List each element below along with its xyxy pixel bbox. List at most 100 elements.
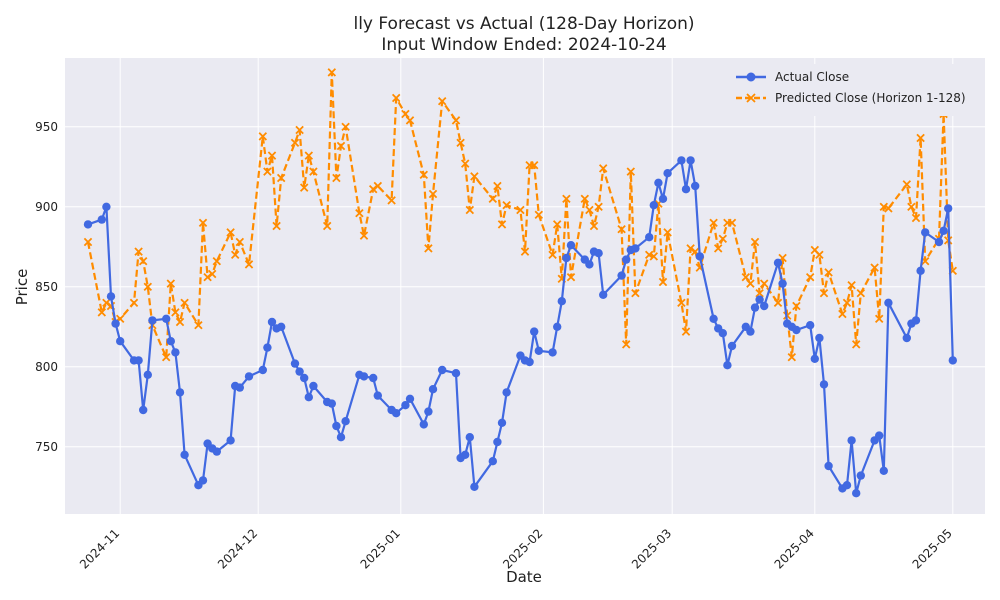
predicted-data-point — [658, 277, 668, 287]
predicted-data-point — [824, 268, 833, 277]
actual-data-point — [709, 314, 718, 323]
predicted-data-point — [194, 320, 203, 330]
predicted-data-point — [336, 141, 346, 151]
actual-data-point — [258, 365, 267, 375]
actual-data-point — [727, 341, 737, 351]
actual-data-point — [755, 295, 764, 304]
actual-data-point — [83, 220, 93, 229]
predicted-data-point — [83, 237, 93, 247]
actual-data-point — [267, 317, 277, 327]
predicted-data-point — [138, 256, 148, 266]
actual-data-point — [562, 253, 571, 263]
predicted-data-point — [235, 237, 245, 247]
predicted-data-point — [290, 138, 300, 148]
actual-data-point — [686, 156, 695, 165]
predicted-data-point — [594, 202, 603, 212]
grid-lines — [65, 58, 985, 514]
actual-data-point — [760, 301, 769, 311]
predicted-data-point — [451, 116, 461, 125]
actual-data-point — [824, 461, 833, 471]
actual-data-point — [599, 290, 608, 299]
actual-data-point — [102, 202, 111, 211]
predicted-data-point — [649, 252, 659, 261]
predicted-data-point — [488, 194, 498, 204]
actual-data-point — [792, 325, 801, 335]
actual-data-point — [461, 450, 470, 459]
legend-marker-predicted — [746, 93, 756, 103]
predicted-data-point — [502, 200, 511, 210]
actual-data-point — [548, 348, 557, 357]
actual-data-point — [470, 482, 479, 491]
x-tick-label: 2024-12 — [215, 526, 260, 571]
predicted-data-point — [267, 151, 277, 160]
legend-box — [726, 64, 982, 116]
actual-data-point — [373, 391, 382, 400]
predicted-data-point — [424, 244, 433, 253]
predicted-data-point — [263, 167, 272, 176]
y-axis-title: Price — [13, 269, 31, 306]
actual-data-point — [911, 316, 921, 325]
actual-data-point — [585, 260, 594, 269]
actual-data-point — [336, 433, 346, 442]
predicted-data-point — [911, 213, 921, 223]
actual-data-point — [327, 399, 336, 408]
predicted-data-point — [171, 308, 180, 317]
actual-data-point — [649, 201, 658, 210]
actual-data-point — [341, 417, 350, 426]
predicted-data-point — [516, 205, 525, 215]
predicted-data-point — [373, 181, 383, 191]
predicted-data-point — [401, 109, 410, 119]
actual-data-point — [773, 258, 783, 267]
actual-data-point — [166, 337, 175, 346]
actual-data-point — [304, 393, 313, 402]
actual-data-point — [681, 185, 691, 194]
actual-data-point — [746, 327, 755, 336]
actual-data-point — [815, 333, 824, 343]
predicted-data-point — [644, 250, 654, 260]
chart-title: lly Forecast vs Actual (128-Day Horizon) — [353, 14, 694, 34]
predicted-data-point — [497, 220, 507, 229]
actual-data-point — [695, 252, 704, 261]
actual-data-point — [359, 372, 369, 381]
actual-data-point — [663, 169, 672, 178]
predicted-data-point — [548, 250, 557, 260]
actual-data-point — [226, 436, 235, 445]
y-tick-label: 750 — [35, 440, 58, 454]
actual-data-point — [939, 226, 948, 235]
predicted-data-point — [456, 138, 465, 148]
actual-data-point — [884, 298, 893, 307]
legend-item-predicted: Predicted Close (Horizon 1-128) — [736, 91, 966, 105]
actual-data-point — [263, 343, 272, 352]
actual-data-point — [171, 348, 180, 357]
actual-data-point — [106, 292, 116, 301]
predicted-data-point — [838, 309, 847, 319]
actual-data-point — [654, 178, 663, 187]
actual-data-point — [428, 385, 438, 394]
predicted-data-point — [916, 133, 925, 143]
actual-data-point — [921, 228, 930, 237]
actual-data-point — [566, 241, 576, 250]
legend-label-actual: Actual Close — [775, 70, 849, 84]
predicted-data-point — [819, 288, 829, 298]
predicted-data-point — [552, 220, 562, 229]
predicted-data-point — [621, 340, 631, 349]
predicted-data-point — [470, 172, 479, 181]
actual-data-point — [525, 357, 534, 367]
actual-data-point — [778, 279, 787, 288]
y-tick-label: 950 — [35, 120, 58, 134]
predicted-data-point — [626, 167, 636, 176]
actual-data-point — [148, 316, 157, 325]
actual-series-line — [87, 159, 954, 495]
predicted-data-point — [879, 202, 889, 212]
actual-data-point — [143, 370, 152, 379]
actual-data-point — [451, 369, 461, 378]
actual-data-point — [497, 418, 507, 427]
x-axis-ticks: 2024-11 2024-12 2025-01 2025-02 2025-03 2025-… — [77, 526, 955, 571]
predicted-data-point — [741, 272, 751, 282]
actual-data-point — [806, 321, 815, 330]
predicted-data-point — [322, 221, 332, 231]
predicted-data-point — [755, 288, 764, 298]
predicted-data-point — [902, 180, 912, 189]
